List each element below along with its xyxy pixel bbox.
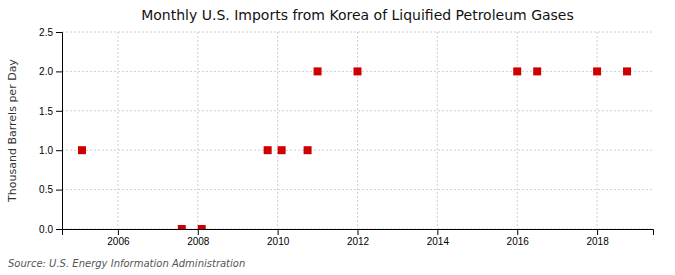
tick-mark <box>278 229 279 235</box>
point <box>198 225 206 229</box>
point <box>304 146 312 154</box>
tick-mark <box>517 229 518 235</box>
tick-label: 2006 <box>107 236 130 247</box>
tick-mark <box>437 229 438 235</box>
tick: 1.0 <box>39 145 62 156</box>
tick-label: 1.5 <box>39 106 53 117</box>
tick: 1.5 <box>39 106 62 117</box>
y-axis-title: Thousand Barrels per Day <box>6 59 19 203</box>
tick-mark <box>56 111 62 112</box>
tick-mark <box>597 229 598 235</box>
point <box>513 67 521 75</box>
tick: 2006 <box>107 229 130 247</box>
grid-line <box>117 32 118 229</box>
annotation: Source: U.S. Energy Information Administ… <box>8 258 245 269</box>
tick-label: 0.5 <box>39 184 53 195</box>
y-axis: 0.0 0.5 1.0 1.5 2.0 2.5 <box>39 27 62 235</box>
tick-mark <box>198 229 199 235</box>
point <box>623 67 631 75</box>
tick-mark <box>56 190 62 191</box>
grid-line <box>597 32 598 229</box>
tick-label: 2016 <box>507 236 530 247</box>
grid-line <box>197 32 198 229</box>
tick-mark <box>56 150 62 151</box>
grid-line <box>357 32 358 229</box>
point <box>593 67 601 75</box>
tick-mark <box>56 32 62 33</box>
point <box>278 146 286 154</box>
axis-line <box>63 230 654 236</box>
tick-label: 2018 <box>586 236 609 247</box>
tick-label: 2008 <box>187 236 210 247</box>
point <box>78 146 86 154</box>
tick-label: 2014 <box>427 236 450 247</box>
tick: 2008 <box>187 229 210 247</box>
tick-mark <box>56 229 62 230</box>
tick: 2010 <box>267 229 290 247</box>
tick-label: 1.0 <box>39 145 53 156</box>
tick-mark <box>118 229 119 235</box>
tick-label: 2.0 <box>39 66 53 77</box>
tick: 2012 <box>347 229 370 247</box>
tick-label: 2012 <box>347 236 370 247</box>
tick-mark <box>358 229 359 235</box>
grid-line <box>517 32 518 229</box>
x-axis: 2006 2008 2010 2012 2014 2016 2018 <box>63 229 654 247</box>
chart: 2006 2008 2010 2012 2014 2016 2018 0.0 0.5 1.0 1.5… <box>0 0 675 275</box>
point <box>178 225 186 229</box>
point <box>533 67 541 75</box>
tick: 2.5 <box>39 27 62 38</box>
grid-line <box>62 110 653 111</box>
point <box>314 67 322 75</box>
tick-mark <box>56 71 62 72</box>
tick: 2018 <box>586 229 609 247</box>
tick-label: 0.0 <box>39 224 53 235</box>
tick: 0.0 <box>39 224 62 235</box>
plot: 2006 2008 2010 2012 2014 2016 2018 0.0 0.5 1.0 1.5… <box>39 27 653 247</box>
grid-line <box>437 32 438 229</box>
title: Monthly U.S. Imports from Korea of Liqui… <box>141 7 574 23</box>
tick: 2016 <box>507 229 530 247</box>
axis-line <box>56 33 63 230</box>
tick: 2.0 <box>39 66 62 77</box>
grid <box>62 32 653 229</box>
tick-label: 2.5 <box>39 27 53 38</box>
point <box>264 146 272 154</box>
points <box>78 67 631 229</box>
grid-line <box>277 32 278 229</box>
tick-label: 2010 <box>267 236 290 247</box>
tick: 2014 <box>427 229 450 247</box>
tick: 0.5 <box>39 184 62 195</box>
point <box>354 67 362 75</box>
